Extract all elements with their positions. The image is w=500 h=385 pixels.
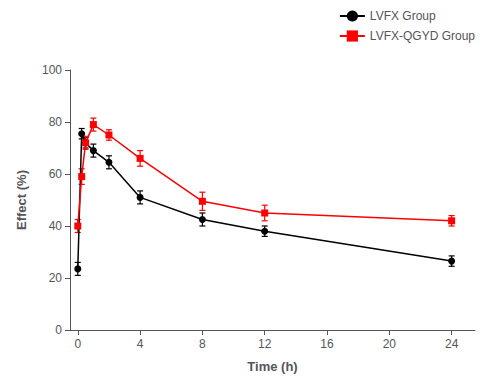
svg-text:20: 20: [49, 271, 63, 285]
svg-text:60: 60: [49, 167, 63, 181]
svg-text:80: 80: [49, 115, 63, 129]
svg-text:8: 8: [199, 337, 206, 351]
svg-text:40: 40: [49, 219, 63, 233]
svg-text:20: 20: [383, 337, 397, 351]
svg-text:4: 4: [137, 337, 144, 351]
svg-text:Time (h): Time (h): [247, 359, 297, 374]
svg-text:Effect (%): Effect (%): [14, 170, 29, 230]
svg-text:12: 12: [258, 337, 272, 351]
svg-text:24: 24: [445, 337, 459, 351]
svg-text:LVFX Group: LVFX Group: [370, 9, 436, 23]
svg-text:16: 16: [320, 337, 334, 351]
svg-text:LVFX-QGYD Group: LVFX-QGYD Group: [370, 29, 475, 43]
svg-text:0: 0: [74, 337, 81, 351]
svg-text:0: 0: [55, 323, 62, 337]
svg-text:100: 100: [42, 63, 62, 77]
